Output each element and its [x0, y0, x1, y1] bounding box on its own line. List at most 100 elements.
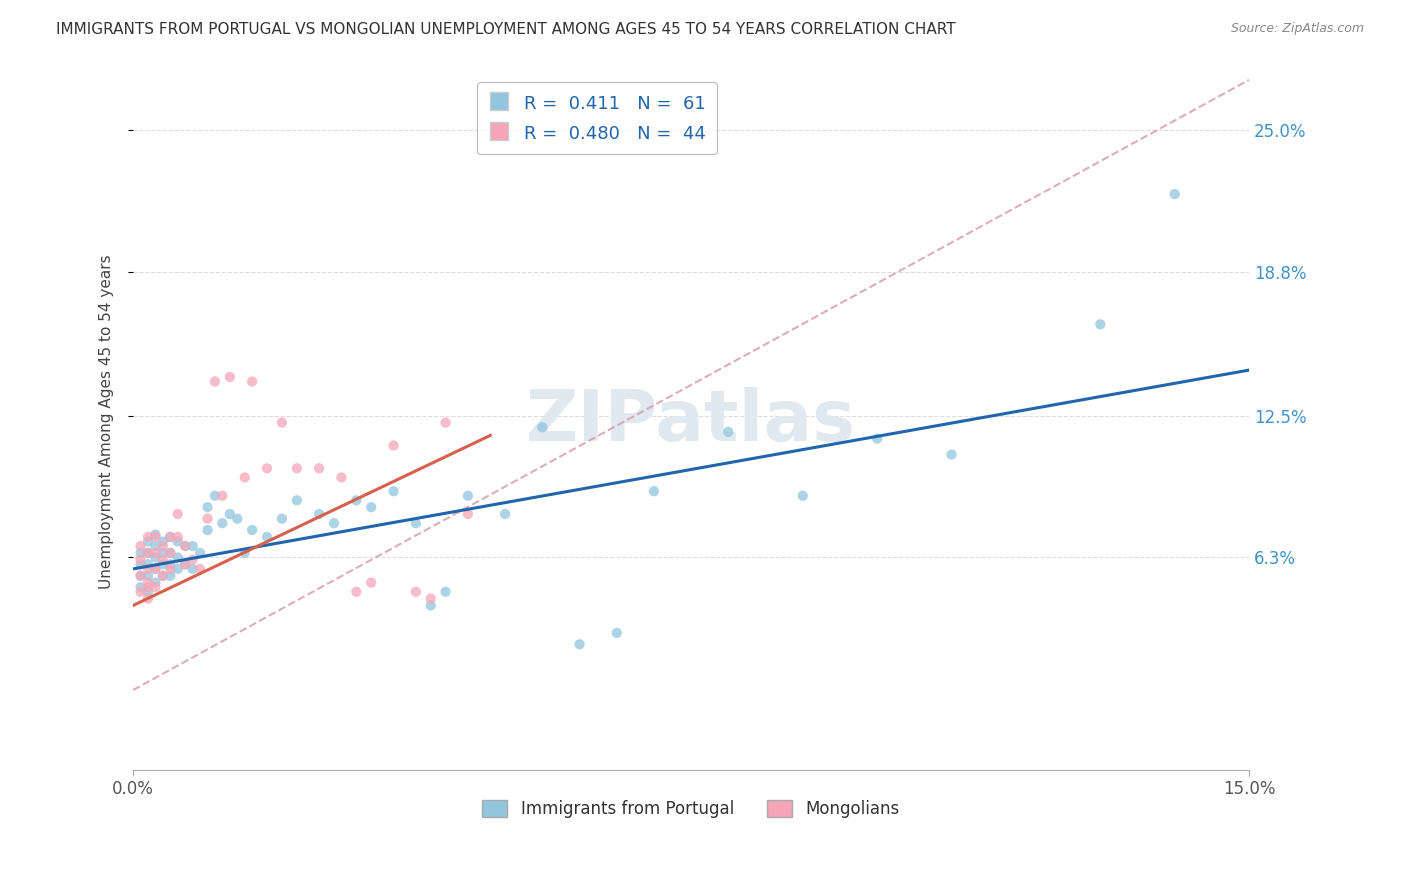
- Point: [152, 553, 174, 567]
- Point: [197, 500, 219, 515]
- Point: [166, 534, 188, 549]
- Point: [166, 550, 188, 565]
- Point: [197, 511, 219, 525]
- Point: [152, 568, 174, 582]
- Point: [136, 546, 159, 560]
- Point: [344, 493, 367, 508]
- Point: [271, 416, 294, 430]
- Point: [145, 580, 167, 594]
- Point: [174, 558, 197, 572]
- Point: [145, 546, 167, 560]
- Point: [494, 507, 516, 521]
- Point: [434, 416, 457, 430]
- Point: [145, 539, 167, 553]
- Point: [531, 420, 554, 434]
- Point: [240, 375, 263, 389]
- Point: [159, 530, 181, 544]
- Point: [643, 484, 665, 499]
- Point: [457, 507, 479, 521]
- Point: [233, 470, 256, 484]
- Point: [434, 584, 457, 599]
- Point: [197, 523, 219, 537]
- Point: [233, 546, 256, 560]
- Point: [717, 425, 740, 439]
- Point: [285, 493, 308, 508]
- Point: [211, 516, 233, 531]
- Point: [166, 562, 188, 576]
- Point: [129, 568, 152, 582]
- Point: [159, 558, 181, 572]
- Point: [568, 637, 591, 651]
- Point: [211, 489, 233, 503]
- Point: [136, 568, 159, 582]
- Point: [136, 575, 159, 590]
- Point: [129, 546, 152, 560]
- Point: [136, 580, 159, 594]
- Point: [941, 448, 963, 462]
- Point: [152, 558, 174, 572]
- Point: [159, 530, 181, 544]
- Legend: Immigrants from Portugal, Mongolians: Immigrants from Portugal, Mongolians: [475, 793, 907, 824]
- Point: [136, 546, 159, 560]
- Point: [457, 489, 479, 503]
- Point: [166, 530, 188, 544]
- Text: IMMIGRANTS FROM PORTUGAL VS MONGOLIAN UNEMPLOYMENT AMONG AGES 45 TO 54 YEARS COR: IMMIGRANTS FROM PORTUGAL VS MONGOLIAN UN…: [56, 22, 956, 37]
- Point: [152, 568, 174, 582]
- Point: [204, 489, 226, 503]
- Point: [129, 558, 152, 572]
- Point: [136, 534, 159, 549]
- Point: [136, 591, 159, 606]
- Point: [145, 527, 167, 541]
- Point: [129, 553, 152, 567]
- Point: [181, 539, 204, 553]
- Text: ZIPatlas: ZIPatlas: [526, 387, 856, 456]
- Point: [152, 534, 174, 549]
- Point: [145, 562, 167, 576]
- Point: [188, 546, 211, 560]
- Point: [174, 558, 197, 572]
- Point: [792, 489, 814, 503]
- Point: [129, 584, 152, 599]
- Point: [145, 530, 167, 544]
- Point: [271, 511, 294, 525]
- Point: [1090, 318, 1112, 332]
- Point: [174, 539, 197, 553]
- Point: [218, 370, 240, 384]
- Point: [204, 375, 226, 389]
- Point: [136, 530, 159, 544]
- Point: [129, 580, 152, 594]
- Point: [145, 550, 167, 565]
- Point: [330, 470, 353, 484]
- Point: [136, 562, 159, 576]
- Point: [308, 461, 330, 475]
- Point: [145, 562, 167, 576]
- Point: [256, 461, 278, 475]
- Point: [405, 584, 427, 599]
- Point: [136, 584, 159, 599]
- Point: [226, 511, 249, 525]
- Point: [174, 539, 197, 553]
- Point: [308, 507, 330, 521]
- Point: [240, 523, 263, 537]
- Point: [159, 546, 181, 560]
- Point: [129, 568, 152, 582]
- Point: [382, 484, 405, 499]
- Point: [419, 599, 441, 613]
- Point: [344, 584, 367, 599]
- Point: [218, 507, 240, 521]
- Point: [152, 546, 174, 560]
- Point: [866, 432, 889, 446]
- Point: [323, 516, 346, 531]
- Point: [159, 562, 181, 576]
- Point: [145, 575, 167, 590]
- Point: [419, 591, 441, 606]
- Point: [256, 530, 278, 544]
- Point: [405, 516, 427, 531]
- Point: [181, 553, 204, 567]
- Point: [129, 539, 152, 553]
- Point: [1164, 187, 1187, 202]
- Y-axis label: Unemployment Among Ages 45 to 54 years: Unemployment Among Ages 45 to 54 years: [100, 254, 114, 589]
- Point: [360, 575, 382, 590]
- Point: [382, 438, 405, 452]
- Text: Source: ZipAtlas.com: Source: ZipAtlas.com: [1230, 22, 1364, 36]
